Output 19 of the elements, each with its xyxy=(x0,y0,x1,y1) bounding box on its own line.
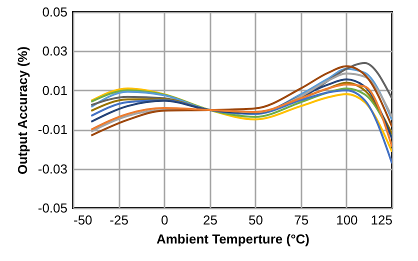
line-series xyxy=(90,65,392,136)
x-tick-label: 25 xyxy=(202,212,218,228)
y-tick-label: 0.01 xyxy=(42,82,68,98)
x-tick-label: 75 xyxy=(294,212,309,228)
y-tick-label: 0.03 xyxy=(42,44,68,59)
x-tick-label: 0 xyxy=(161,212,168,228)
x-tick-label: 50 xyxy=(248,212,264,228)
x-axis-title: Ambient Temperture (°C) xyxy=(156,232,310,246)
x-tick-label: -25 xyxy=(110,212,128,228)
x-tick-label: 100 xyxy=(336,212,358,228)
line-series xyxy=(90,87,392,138)
y-tick-label: -0.05 xyxy=(38,200,68,216)
x-tick-label: 125 xyxy=(370,212,392,228)
y-axis-title: Output Accuracy (%) xyxy=(14,46,30,175)
line-series xyxy=(90,89,392,164)
x-tick-label: -50 xyxy=(74,212,92,228)
y-tick-label: 0.05 xyxy=(42,4,68,20)
y-tick-label: -0.01 xyxy=(38,122,68,138)
y-tick-label: -0.03 xyxy=(38,161,68,176)
